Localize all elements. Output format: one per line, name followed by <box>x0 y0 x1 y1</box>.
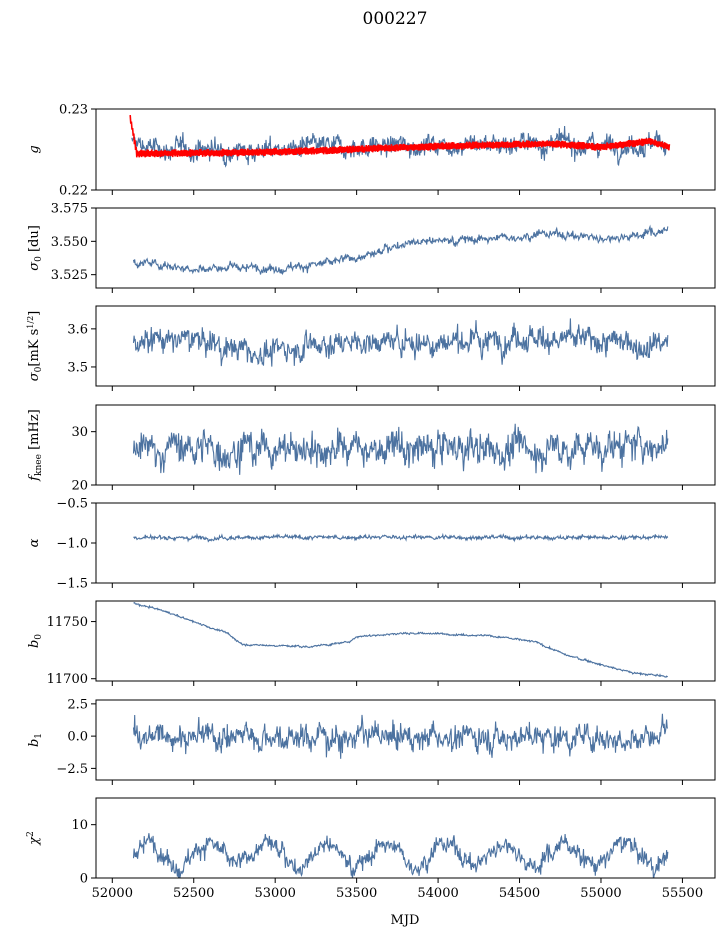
panel-2: 3.525 3.550 3.575 σ0 [du] <box>27 202 716 293</box>
x-tick-label: 54500 <box>499 886 540 901</box>
x-tick-label: 52000 <box>92 886 133 901</box>
panel-8: 0 10 52000 52500 53000 53500 54000 54500 55000 55… <box>26 797 716 901</box>
panel-5: −1.5 −1.0 −0.5 α <box>27 497 716 592</box>
axes-frame <box>95 108 716 191</box>
x-tick-label: 53500 <box>336 886 377 901</box>
y-tick-label: 3.550 <box>51 235 88 250</box>
axes-frame <box>95 600 716 682</box>
y-tick-label: 3.6 <box>67 322 88 337</box>
panel-1: 0.22 0.23 g <box>27 103 716 199</box>
y-axis-label: b0 <box>27 634 44 648</box>
series-line <box>132 224 669 276</box>
axes-frame <box>95 305 716 387</box>
y-axis-label: σ0 [du] <box>27 225 44 271</box>
series-line <box>133 602 668 678</box>
x-tick-label: 55500 <box>662 886 703 901</box>
y-tick-label: 20 <box>71 479 88 494</box>
y-tick-label: 2.5 <box>67 697 88 712</box>
axes-frame <box>95 502 716 584</box>
series-line <box>132 713 668 759</box>
y-tick-label: 0.22 <box>59 184 88 199</box>
y-tick-label: 0 <box>80 872 88 887</box>
highlight-series-line <box>129 115 671 158</box>
x-tick-label: 54000 <box>417 886 458 901</box>
y-tick-label: 3.525 <box>51 268 88 283</box>
y-tick-label: −1.5 <box>56 577 88 592</box>
x-tick-label: 55000 <box>580 886 621 901</box>
y-tick-label: 30 <box>71 425 88 440</box>
axes-frame <box>95 404 716 486</box>
axes-frame <box>95 699 716 781</box>
y-axis-label: α <box>27 538 42 547</box>
series-line <box>132 318 669 367</box>
y-tick-label: 3.5 <box>67 360 88 375</box>
y-axis-label: χ2 <box>26 831 42 846</box>
series-line <box>132 423 669 475</box>
y-tick-label: 11750 <box>47 615 88 630</box>
y-tick-label: −1.0 <box>56 537 88 552</box>
y-axis-label: fknee [mHz] <box>27 409 44 482</box>
y-axis-label: b1 <box>27 733 44 747</box>
panel-7: −2.5 0.0 2.5 b1 <box>27 697 716 785</box>
axes-frame <box>95 207 716 289</box>
y-axis-label: σ0[mK s1/2] <box>26 311 44 381</box>
y-tick-label: 3.575 <box>51 202 88 217</box>
series-line <box>132 833 669 878</box>
y-axis-label: g <box>27 145 42 153</box>
y-tick-label: −2.5 <box>56 762 88 777</box>
panel-4: 20 30 fknee [mHz] <box>27 404 716 494</box>
y-tick-label: 10 <box>71 818 88 833</box>
x-axis-label: MJD <box>391 913 420 928</box>
panels: 0.22 0.23 g 3.525 3.550 3.575 σ0 [du] 3.5 3.6 σ0[… <box>26 103 716 901</box>
x-tick-label: 53000 <box>255 886 296 901</box>
series-line <box>133 532 669 543</box>
figure-title: 000227 <box>363 9 428 29</box>
axes-frame <box>95 797 716 879</box>
y-tick-label: 0.23 <box>59 103 88 118</box>
y-tick-label: 0.0 <box>67 730 88 745</box>
y-tick-label: 11700 <box>47 672 88 687</box>
series-line <box>131 125 667 168</box>
x-tick-label: 52500 <box>173 886 214 901</box>
panel-3: 3.5 3.6 σ0[mK s1/2] <box>26 305 716 391</box>
y-tick-label: −0.5 <box>56 497 88 512</box>
